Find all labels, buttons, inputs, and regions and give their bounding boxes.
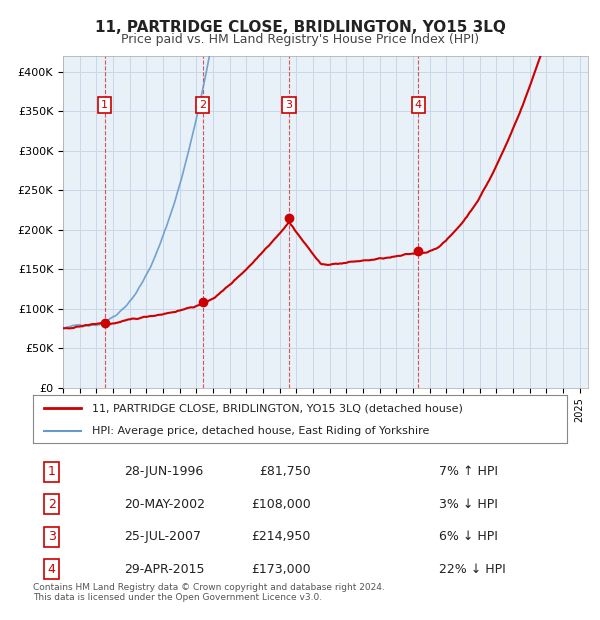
Text: 3: 3 [286, 100, 293, 110]
Text: 4: 4 [415, 100, 422, 110]
Text: Price paid vs. HM Land Registry's House Price Index (HPI): Price paid vs. HM Land Registry's House … [121, 33, 479, 46]
Text: 4: 4 [48, 563, 56, 576]
Text: 6% ↓ HPI: 6% ↓ HPI [439, 530, 498, 543]
Text: This data is licensed under the Open Government Licence v3.0.: This data is licensed under the Open Gov… [33, 593, 322, 603]
Text: 25-JUL-2007: 25-JUL-2007 [124, 530, 201, 543]
Text: 3: 3 [48, 530, 56, 543]
Text: 7% ↑ HPI: 7% ↑ HPI [439, 465, 498, 478]
Text: 3% ↓ HPI: 3% ↓ HPI [439, 498, 498, 511]
Text: HPI: Average price, detached house, East Riding of Yorkshire: HPI: Average price, detached house, East… [92, 426, 429, 436]
Text: 22% ↓ HPI: 22% ↓ HPI [439, 563, 506, 576]
Text: £108,000: £108,000 [251, 498, 311, 511]
Text: Contains HM Land Registry data © Crown copyright and database right 2024.: Contains HM Land Registry data © Crown c… [33, 583, 385, 592]
Text: 29-APR-2015: 29-APR-2015 [124, 563, 204, 576]
Text: 20-MAY-2002: 20-MAY-2002 [124, 498, 205, 511]
Text: 11, PARTRIDGE CLOSE, BRIDLINGTON, YO15 3LQ (detached house): 11, PARTRIDGE CLOSE, BRIDLINGTON, YO15 3… [92, 404, 463, 414]
Text: £81,750: £81,750 [259, 465, 311, 478]
Text: 2: 2 [199, 100, 206, 110]
Text: 1: 1 [48, 465, 56, 478]
Text: 2: 2 [48, 498, 56, 511]
Text: £173,000: £173,000 [251, 563, 311, 576]
Text: 1: 1 [101, 100, 108, 110]
Text: £214,950: £214,950 [251, 530, 311, 543]
Text: 28-JUN-1996: 28-JUN-1996 [124, 465, 203, 478]
Text: 11, PARTRIDGE CLOSE, BRIDLINGTON, YO15 3LQ: 11, PARTRIDGE CLOSE, BRIDLINGTON, YO15 3… [95, 20, 505, 35]
